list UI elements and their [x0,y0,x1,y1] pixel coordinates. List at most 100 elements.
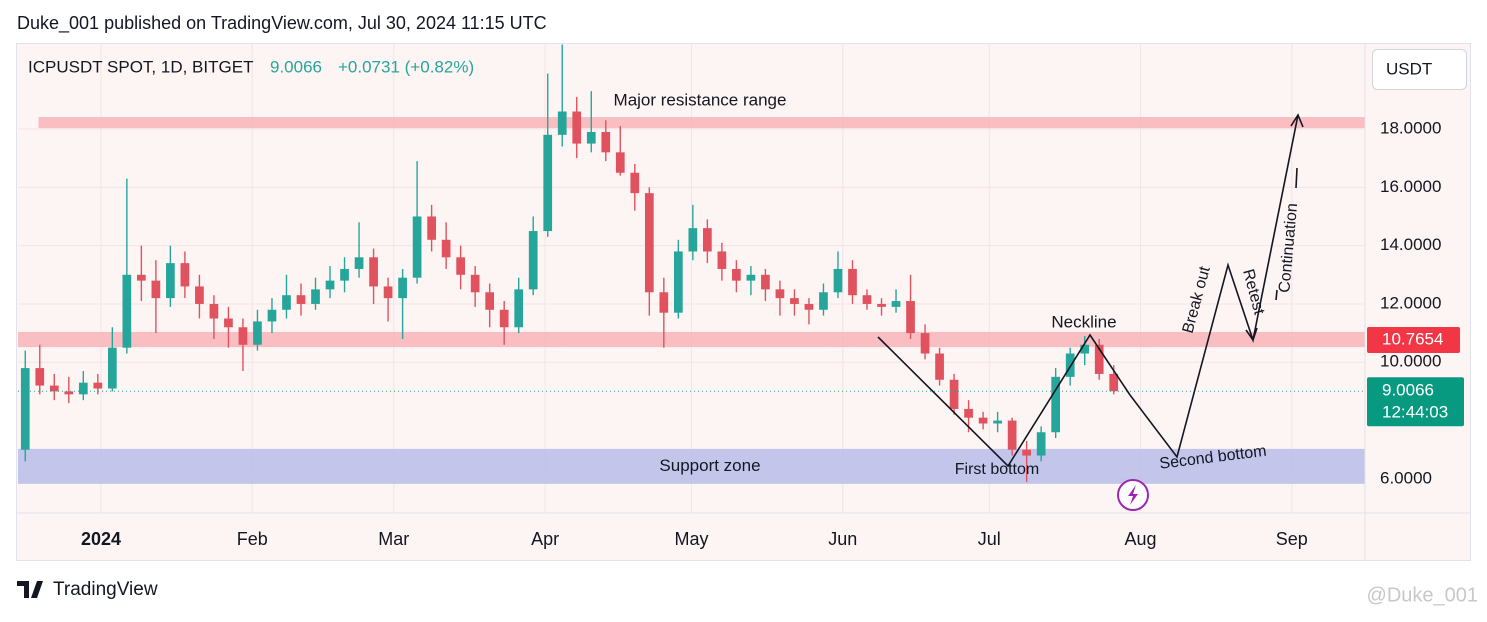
currency[interactable]: USDT [1386,59,1432,78]
candle-body [485,292,495,310]
candle-body [267,309,277,322]
zone [38,117,1366,129]
x-tick-label: 2024 [81,529,121,549]
candle-body [180,263,190,287]
y-tick-label: 6.0000 [1380,468,1432,487]
candle-body [543,134,553,232]
byline: Duke_001 published on TradingView.com, J… [17,13,547,34]
watermark: @Duke_001 [1367,584,1478,606]
candle-body [282,295,291,310]
candle-body [369,257,378,287]
candle-body [340,268,349,281]
x-tick-label: Mar [378,529,409,549]
candle-body [761,274,770,290]
candle-body [644,193,654,293]
candle-body [688,228,698,252]
x-tick-label: Sep [1276,529,1308,549]
candle-body [1007,420,1017,450]
logo [17,581,43,598]
x-tick-label: Jun [828,529,857,549]
candle-body [732,268,741,281]
y-tick-label: 18.0000 [1380,118,1441,137]
candle-body [412,216,422,278]
candle-body [20,368,30,450]
last-price-tag [1367,377,1464,427]
candle-body [964,408,973,418]
x-tick-label: Feb [237,529,268,549]
candle-body [49,385,59,392]
w-pattern-line [877,333,1131,468]
x-tick-label: Apr [531,529,559,549]
candle-body [78,382,88,395]
candle-body [935,353,944,380]
candle-body [717,251,727,269]
candle-body [354,257,364,269]
candle-body [1094,344,1104,374]
candle-body [775,289,785,299]
countdown: 12:44:03 [1382,403,1448,422]
candle-body [615,152,625,173]
y-tick-label: 10.0000 [1380,352,1441,371]
candle-body [528,231,538,290]
candle-body [311,289,320,304]
candle-body [601,131,611,153]
neckline-label: Neckline [1051,312,1116,331]
currency-button[interactable] [1372,49,1467,90]
plot: Major resistance range Support zone [18,43,1366,513]
candle-body [1036,432,1046,456]
candle-body [993,420,1002,424]
candle-body [804,303,814,310]
candle-body [906,301,915,334]
candle-body [166,263,175,299]
candle-body [93,382,103,389]
y-tick-label: 16.0000 [1380,177,1441,196]
zone-label: Major resistance range [614,91,787,110]
last-price-tag-label: 9.0066 [1382,381,1434,400]
candle-body [253,321,262,345]
candle-body [64,391,74,395]
candle-body [572,111,582,144]
candle-body [1080,344,1090,354]
candle-body [703,228,712,252]
candle-body [790,298,799,304]
candle-body [151,280,161,299]
projection-line [1129,114,1299,459]
candle-body [296,295,306,304]
first-bottom-label: First bottom [955,461,1039,478]
candle-body [383,286,393,299]
y-tick-label: 12.0000 [1380,293,1441,312]
dash [1275,289,1278,301]
level-tag-label: 10.7654 [1382,329,1443,348]
candle-body [441,239,451,258]
candle-body [499,309,509,328]
candle-body [891,301,901,307]
candle-body [557,111,567,135]
dash [1295,167,1298,189]
candle-body [630,172,640,194]
candle-body [107,347,117,389]
candle-body [586,131,596,144]
candle-body [427,216,436,240]
zone [18,448,1365,484]
candle-body [877,303,886,307]
event-icon-bolt[interactable] [1128,485,1138,505]
candle-body [862,295,872,304]
candle-body [398,277,407,299]
candle-body [833,268,843,293]
candle-body [35,368,45,386]
candle-body [209,303,219,319]
zone [18,331,1365,348]
brand: TradingView [53,579,158,600]
y-tick-label: 14.0000 [1380,235,1441,254]
candle-body [224,318,233,328]
candle-body [673,251,683,313]
price-change: +0.0731 (+0.82%) [338,57,474,76]
candle-body [1109,373,1119,392]
candle-body [325,280,335,290]
level-tag [1367,326,1460,353]
arrow-head [1290,113,1304,128]
last-price: 9.0066 [270,57,322,76]
candle-body [746,274,756,281]
